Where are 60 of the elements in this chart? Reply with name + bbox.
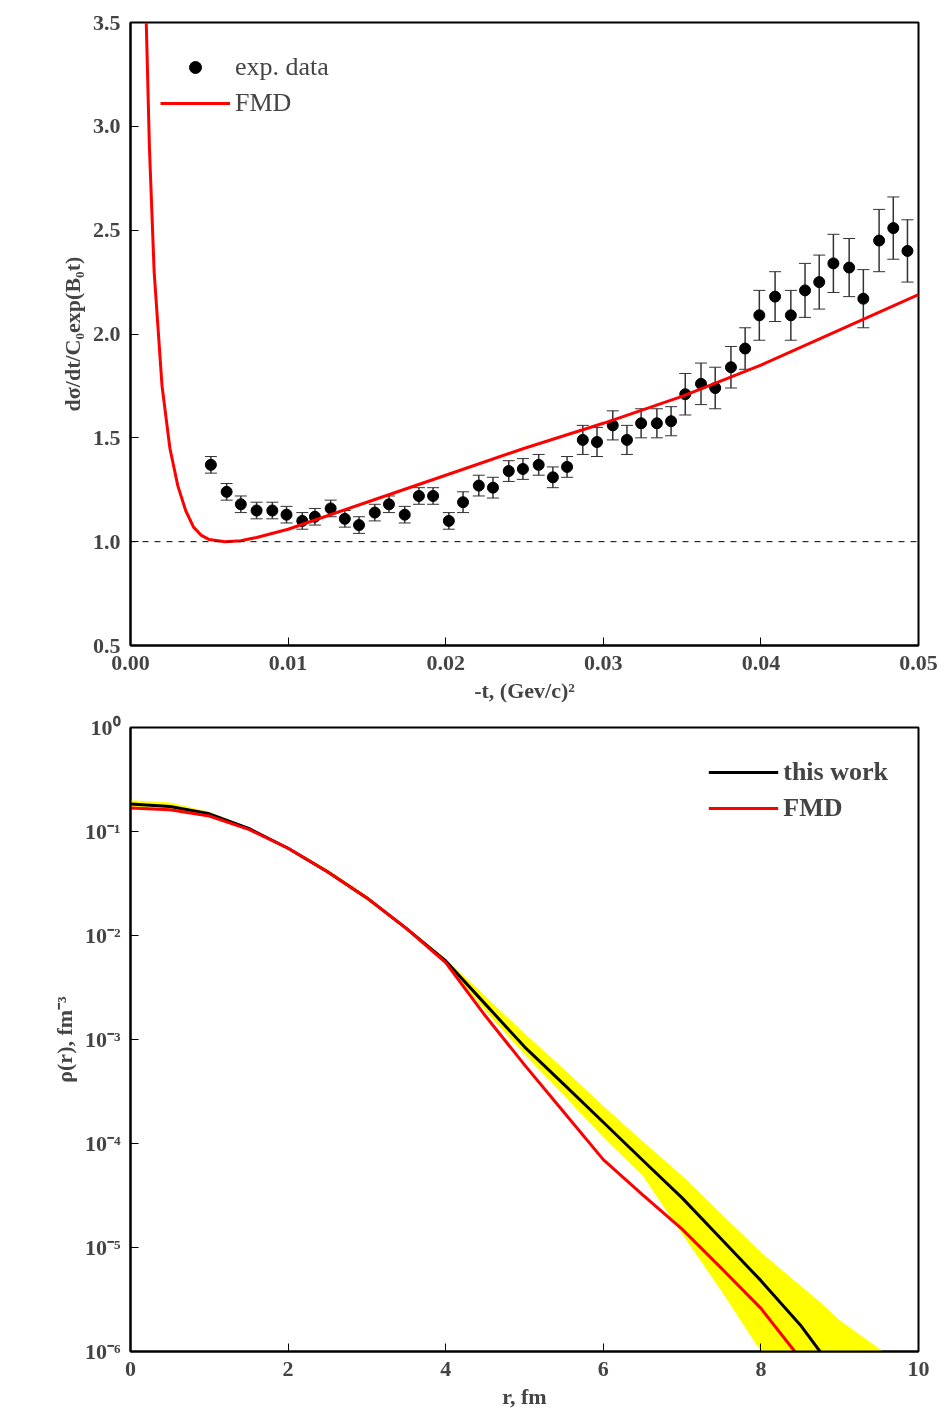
y-tick-label: 3.0 [93,113,121,139]
point [546,471,559,484]
x-tick-label: 8 [755,1355,767,1381]
point [724,361,737,374]
point [739,342,752,355]
point [591,436,603,448]
y-tick-label: 10⁻² [84,923,121,948]
point [813,276,826,289]
x-tick-label: 10 [907,1355,930,1381]
x-tick-label: 0.05 [899,649,938,675]
point [486,481,499,494]
y-axis-title: ρ(r), fm⁻³ [51,995,77,1083]
x-tick-label: 0.01 [268,649,308,675]
point [769,290,782,303]
y-tick-label: 10⁰ [90,715,121,740]
y-tick-label: 10⁻³ [84,1027,121,1052]
point [857,292,870,305]
x-tick-label: 0.02 [426,649,465,675]
point [799,284,812,297]
point [576,433,589,446]
point [635,417,648,430]
point [873,234,886,247]
y-tick-label: 10⁻⁶ [84,1339,121,1364]
y-tick-label: 1.5 [93,424,121,450]
legend-label: exp. data [235,52,329,82]
point [843,261,856,274]
point [901,244,914,257]
point [561,460,574,473]
point [665,415,678,428]
point [784,309,797,322]
y-tick-label: 2.5 [93,217,121,243]
point [827,257,840,270]
x-tick-label: 2 [282,1355,294,1381]
point [516,462,529,475]
y-tick-label: 3.5 [93,9,121,35]
x-tick-label: 0.03 [584,649,623,675]
point [650,417,663,430]
y-axis-title: dσ/dt/C₀exp(B₀t) [60,256,85,412]
legend-label: FMD [783,793,843,823]
point [753,309,766,322]
x-tick-label: 4 [440,1355,452,1381]
y-tick-label: 10⁻⁵ [84,1235,121,1260]
point [620,433,633,446]
point [502,465,515,478]
legend-label: FMD [235,88,292,118]
line-series [144,22,919,544]
y-tick-label: 2.0 [93,321,121,346]
point [457,496,470,509]
y-tick-label: 1.0 [93,528,121,554]
point [887,222,900,235]
x-axis-title: -t, (Gev/c)² [474,677,576,703]
x-axis-title: r, fm [502,1383,547,1409]
y-tick-label: 10⁻¹ [84,819,121,844]
x-tick-label: 0.04 [741,649,781,675]
point [532,458,545,471]
x-tick-label: 0 [125,1355,136,1381]
y-tick-label: 10⁻⁴ [84,1131,121,1156]
legend-label: this work [783,757,888,787]
x-tick-label: 6 [597,1355,609,1381]
point [472,479,485,492]
